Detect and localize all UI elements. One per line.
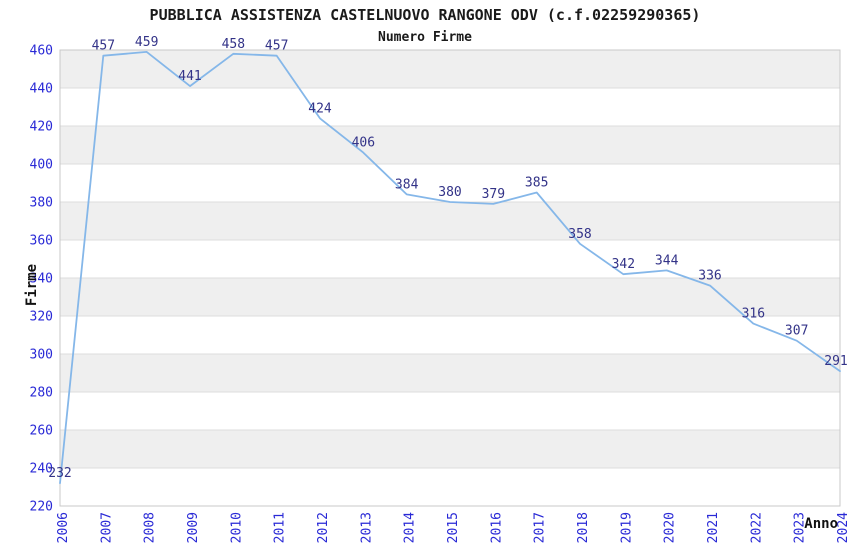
x-tick-label: 2017 (533, 512, 548, 543)
x-tick-label: 2009 (186, 512, 201, 543)
plot-band (60, 354, 840, 392)
y-axis-tick-labels: 220 240 260 280 300 320 340 360 380 400 420 440 460 (30, 44, 53, 515)
y-tick-label: 440 (30, 82, 53, 97)
x-tick-label: 2011 (273, 512, 288, 543)
y-tick-label: 240 (30, 462, 53, 477)
chart-title: PUBBLICA ASSISTENZA CASTELNUOVO RANGONE … (150, 6, 701, 24)
plot-band (60, 126, 840, 164)
y-tick-label: 300 (30, 348, 53, 363)
data-label: 457 (92, 39, 115, 54)
data-label: 336 (698, 269, 721, 284)
x-tick-label: 2018 (576, 512, 591, 543)
x-tick-label: 2024 (836, 512, 850, 543)
series-line (59, 51, 841, 485)
x-tick-label: 2006 (56, 512, 71, 543)
y-tick-label: 320 (30, 310, 53, 325)
data-label: 459 (135, 35, 158, 50)
y-axis-title: Firme (24, 264, 40, 306)
x-tick-label: 2008 (143, 512, 158, 543)
x-tick-label: 2016 (489, 512, 504, 543)
y-tick-label: 360 (30, 234, 53, 249)
x-tick-label: 2014 (403, 512, 418, 543)
plot-band (60, 278, 840, 316)
y-tick-label: 280 (30, 386, 53, 401)
data-label: 291 (824, 354, 847, 369)
data-label: 457 (265, 39, 288, 54)
data-label: 307 (785, 324, 808, 339)
x-axis-tick-labels: 2006 2007 2008 2009 2010 2011 2012 2013 2014 2015… (56, 512, 850, 543)
x-tick-label: 2010 (229, 512, 244, 543)
gridlines (60, 49, 840, 507)
x-tick-label: 2023 (793, 512, 808, 543)
y-tick-label: 380 (30, 196, 53, 211)
data-label: 380 (438, 185, 461, 200)
data-label: 384 (395, 177, 419, 192)
x-tick-label: 2020 (663, 512, 678, 543)
x-tick-label: 2012 (316, 512, 331, 543)
data-label: 316 (742, 307, 765, 322)
x-tick-label: 2013 (359, 512, 374, 543)
data-label: 232 (48, 466, 71, 481)
plot-band (60, 202, 840, 240)
x-tick-label: 2022 (749, 512, 764, 543)
y-tick-label: 460 (30, 44, 53, 59)
x-tick-label: 2019 (619, 512, 634, 543)
plot-band (60, 50, 840, 88)
data-label: 441 (178, 69, 201, 84)
plot-bands (60, 50, 840, 468)
x-axis-title: Anno (804, 516, 838, 532)
data-label: 344 (655, 253, 679, 268)
y-tick-label: 420 (30, 120, 53, 135)
data-label: 406 (352, 136, 375, 151)
y-tick-label: 400 (30, 158, 53, 173)
x-tick-label: 2007 (99, 512, 114, 543)
series-group (59, 51, 841, 485)
plot-band (60, 430, 840, 468)
x-tick-label: 2021 (706, 512, 721, 543)
data-label: 458 (222, 37, 245, 52)
chart-subtitle: Numero Firme (378, 30, 472, 45)
y-tick-label: 260 (30, 424, 53, 439)
data-label: 424 (308, 101, 332, 116)
y-tick-label: 220 (30, 500, 53, 515)
data-label: 379 (482, 187, 505, 202)
plot-border (59, 49, 841, 507)
data-label: 342 (612, 257, 635, 272)
data-label: 385 (525, 176, 548, 191)
x-tick-label: 2015 (446, 512, 461, 543)
y-tick-label: 340 (30, 272, 53, 287)
data-labels: 232 457 459 441 458 457 424 406 384 380 379 385 358 3… (48, 35, 847, 481)
data-label: 358 (568, 227, 591, 242)
